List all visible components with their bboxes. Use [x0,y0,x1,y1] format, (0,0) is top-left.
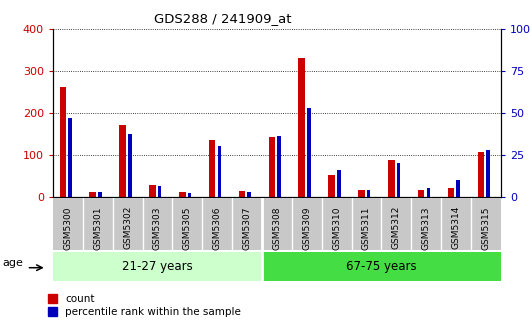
Bar [209,140,215,197]
Bar [179,192,186,197]
Legend: count, percentile rank within the sample: count, percentile rank within the sample [48,294,241,317]
Bar [68,118,72,197]
Bar [367,190,370,197]
Bar [388,160,394,197]
Bar [248,192,251,197]
Text: GSM5306: GSM5306 [213,206,222,250]
Text: GDS288 / 241909_at: GDS288 / 241909_at [154,12,292,25]
Bar [53,252,262,281]
Text: GSM5312: GSM5312 [392,206,401,249]
Bar [269,136,275,197]
Text: GSM5310: GSM5310 [332,206,341,250]
Bar [188,193,191,197]
Text: GSM5300: GSM5300 [64,206,73,250]
Bar [149,185,156,197]
Bar [119,125,126,197]
Bar [448,188,454,197]
Text: 67-75 years: 67-75 years [346,260,417,273]
Text: GSM5302: GSM5302 [123,206,132,249]
Bar [128,134,131,197]
Text: GSM5308: GSM5308 [272,206,281,250]
Bar [262,252,501,281]
Text: GSM5303: GSM5303 [153,206,162,250]
Text: GSM5305: GSM5305 [183,206,192,250]
Bar [328,175,335,197]
Bar [98,192,102,197]
Bar [478,153,484,197]
Bar [217,146,221,197]
Text: 21-27 years: 21-27 years [122,260,193,273]
Text: GSM5309: GSM5309 [302,206,311,250]
Bar [59,87,66,197]
Text: GSM5315: GSM5315 [481,206,490,250]
Text: GSM5314: GSM5314 [452,206,461,249]
Bar [238,191,245,197]
Text: GSM5313: GSM5313 [422,206,431,250]
Bar [486,150,490,197]
Bar [396,163,400,197]
Text: GSM5307: GSM5307 [243,206,252,250]
Bar [158,186,161,197]
Bar [427,188,430,197]
Text: GSM5311: GSM5311 [362,206,371,250]
Text: GSM5301: GSM5301 [93,206,102,250]
Text: age: age [3,258,23,268]
Bar [298,58,305,197]
Bar [337,170,340,197]
Bar [456,180,460,197]
Bar [277,136,281,197]
Bar [307,108,311,197]
Bar [418,190,425,197]
Bar [358,190,365,197]
Bar [90,192,96,197]
